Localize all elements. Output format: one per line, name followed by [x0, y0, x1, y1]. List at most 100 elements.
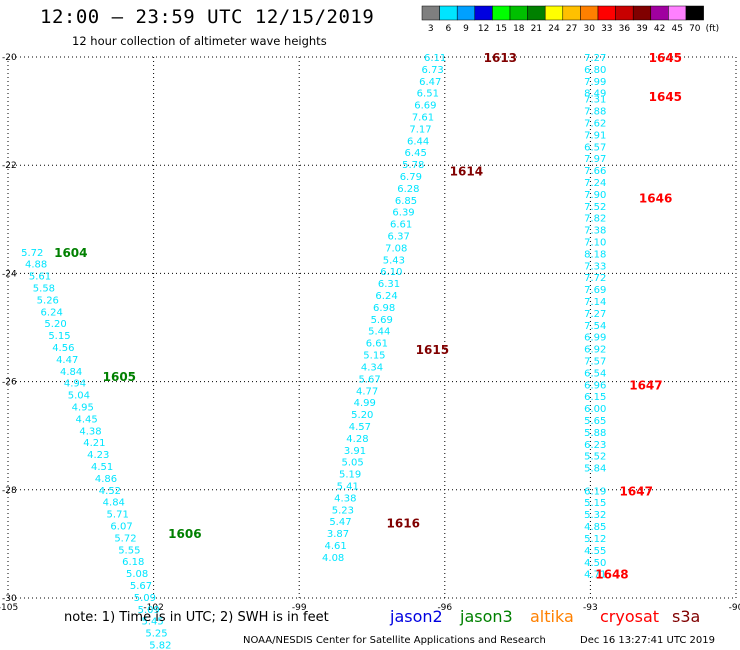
wave-height-value: 7.69 — [584, 285, 606, 296]
legend-jason3: jason3 — [460, 607, 513, 626]
color-scale-label: 6 — [446, 24, 452, 34]
units-note: note: 1) Time is in UTC; 2) SWH is in fe… — [64, 610, 329, 625]
wave-height-value: 5.43 — [383, 255, 405, 266]
wave-height-value: 5.41 — [337, 481, 359, 492]
color-scale-label: 27 — [566, 24, 577, 34]
wave-height-value: 4.47 — [56, 355, 78, 366]
pass-time-label: 1646 — [639, 192, 672, 206]
wave-height-value: 4.77 — [356, 386, 378, 397]
wave-height-value: 6.19 — [584, 486, 606, 497]
wave-height-value: 7.08 — [385, 243, 407, 254]
wave-height-value: 7.90 — [584, 190, 606, 201]
wave-height-value: 6.79 — [400, 172, 422, 183]
wave-height-value: 6.51 — [417, 89, 439, 100]
wave-height-value: 4.61 — [324, 541, 346, 552]
wave-height-value: 6.10 — [380, 267, 402, 278]
x-tick-label: -99 — [292, 603, 307, 613]
wave-height-value: 5.52 — [584, 452, 606, 463]
color-swatch — [668, 5, 687, 21]
color-scale-label: 42 — [654, 24, 665, 34]
agency-credit: NOAA/NESDIS Center for Satellite Applica… — [243, 635, 546, 646]
wave-height-value: 5.23 — [332, 505, 354, 516]
pass-time-label: 1604 — [54, 246, 87, 260]
wave-height-value: 4.56 — [52, 343, 74, 354]
wave-height-value: 5.47 — [329, 517, 351, 528]
color-scale-label: 39 — [636, 24, 648, 34]
wave-height-value: 6.99 — [584, 333, 606, 344]
wave-height-value: 6.24 — [375, 291, 397, 302]
color-swatch — [562, 5, 581, 21]
wave-height-value: 6.15 — [584, 392, 606, 403]
wave-height-value: 4.85 — [584, 522, 606, 533]
wave-height-value: 4.38 — [334, 493, 356, 504]
wave-height-value: 7.24 — [584, 178, 606, 189]
wave-height-value: 5.67 — [358, 374, 380, 385]
wave-height-value: 6.45 — [405, 148, 427, 159]
wave-height-value: 5.15 — [48, 331, 70, 342]
color-swatch — [615, 5, 634, 21]
color-swatch — [580, 5, 599, 21]
wave-height-value: 4.38 — [79, 426, 101, 437]
wave-height-value: 5.09 — [138, 605, 160, 616]
wave-height-value: 5.84 — [584, 464, 606, 475]
wave-height-value: 7.88 — [584, 107, 606, 118]
wave-height-value: 4.88 — [25, 260, 47, 271]
wave-height-value: 7.52 — [584, 202, 606, 213]
legend-altika: altika — [530, 607, 574, 626]
y-tick-label: -22 — [2, 161, 17, 171]
color-scale-label: 33 — [601, 24, 612, 34]
pass-time-label: 1605 — [103, 370, 136, 384]
satellite-tracks: 5.724.885.615.585.266.245.205.154.564.47… — [21, 51, 682, 650]
color-scale-label: 21 — [531, 24, 542, 34]
wave-height-value: 6.61 — [366, 339, 388, 350]
wave-height-value: 6.57 — [584, 142, 606, 153]
legend-s3a: s3a — [672, 607, 701, 626]
pass-time-label: 1648 — [595, 568, 628, 582]
wave-height-value: 7.91 — [584, 130, 606, 141]
wave-height-value: 4.52 — [99, 486, 121, 497]
wave-height-value: 6.31 — [378, 279, 400, 290]
y-tick-label: -28 — [2, 486, 17, 496]
wave-height-value: 4.94 — [64, 379, 86, 390]
wave-height-value: 5.65 — [584, 416, 606, 427]
color-swatch — [492, 5, 511, 21]
wave-height-value: 5.19 — [339, 470, 361, 481]
wave-height-value: 4.21 — [83, 438, 105, 449]
wave-height-value: 5.44 — [368, 327, 390, 338]
wave-height-value: 7.97 — [584, 154, 606, 165]
wave-height-value: 7.62 — [584, 118, 606, 129]
color-swatch — [527, 5, 546, 21]
legend-jason2: jason2 — [390, 607, 443, 626]
wave-height-value: 5.45 — [141, 617, 163, 628]
color-scale-label: 24 — [548, 24, 560, 34]
wave-height-value: 4.23 — [87, 450, 109, 461]
wave-height-value: 6.69 — [414, 101, 436, 112]
wave-height-value: 7.31 — [584, 95, 606, 106]
wave-height-value: 6.23 — [584, 440, 606, 451]
legend-cryosat: cryosat — [600, 607, 660, 626]
pass-time-label: 1615 — [416, 343, 449, 357]
wave-height-value: 5.15 — [363, 351, 385, 362]
wave-height-value: 6.47 — [419, 77, 441, 88]
wave-height-value: 5.20 — [351, 410, 373, 421]
wave-height-value: 4.50 — [584, 558, 606, 569]
color-swatch — [632, 5, 652, 21]
x-tick-label: -93 — [583, 603, 598, 613]
y-tick-label: -24 — [2, 269, 17, 279]
x-tick-label: -102 — [143, 603, 163, 613]
wave-height-value: 4.84 — [60, 367, 82, 378]
wave-height-value: 7.99 — [584, 77, 606, 88]
color-swatch — [685, 5, 704, 21]
wave-height-value: 7.38 — [584, 226, 606, 237]
wave-height-value: 7.10 — [584, 237, 606, 248]
wave-height-value: 6.00 — [584, 404, 606, 415]
wave-height-value: 5.12 — [584, 534, 606, 545]
pass-time-label: 1645 — [649, 51, 682, 65]
wave-height-value: 7.14 — [584, 297, 606, 308]
wave-height-value: 3.87 — [327, 529, 349, 540]
pass-time-label: 1645 — [649, 90, 682, 104]
wave-height-value: 5.69 — [371, 315, 393, 326]
wave-height-value: 6.54 — [584, 368, 606, 379]
color-scale-label: 36 — [619, 24, 631, 34]
wave-height-value: 5.55 — [118, 545, 140, 556]
